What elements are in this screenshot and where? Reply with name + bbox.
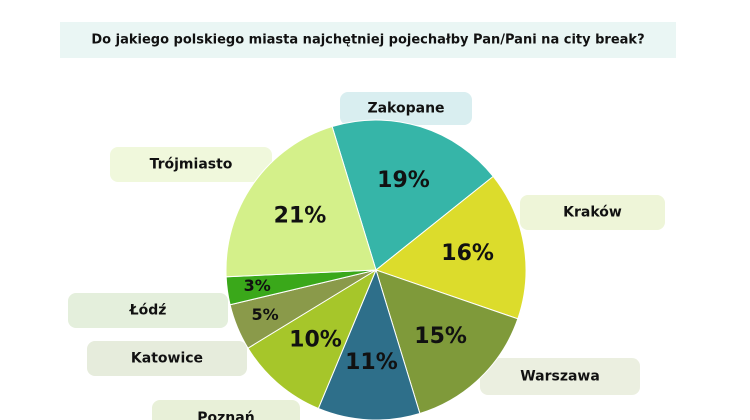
category-label: Poznań xyxy=(197,410,254,420)
pie-slice xyxy=(374,175,527,320)
category-label: Katowice xyxy=(131,351,203,367)
category-label: Kraków xyxy=(563,205,622,221)
label-box xyxy=(152,400,300,420)
label-box xyxy=(68,293,228,328)
category-label: Zakopane xyxy=(367,101,444,117)
label-box xyxy=(480,358,640,395)
chart-title: Do jakiego polskiego miasta najchętniej … xyxy=(91,33,644,48)
value-label: 5% xyxy=(251,305,278,324)
value-label: 10% xyxy=(289,328,342,353)
category-label: Warszawa xyxy=(520,369,600,385)
value-label: 3% xyxy=(244,276,271,295)
pie-slice xyxy=(375,269,519,415)
value-label: 21% xyxy=(274,203,327,228)
value-label: 19% xyxy=(377,168,430,193)
category-label: Łódź xyxy=(129,303,167,319)
pie-slice xyxy=(331,119,494,271)
label-box xyxy=(110,147,272,182)
value-label: 11% xyxy=(345,350,398,375)
category-label: Trójmiasto xyxy=(150,157,233,173)
value-label: 15% xyxy=(414,324,467,349)
label-box xyxy=(520,195,665,230)
label-box xyxy=(340,92,472,125)
label-box xyxy=(87,341,247,376)
pie-slice xyxy=(225,125,377,278)
value-label: 16% xyxy=(441,241,494,266)
pie-slice xyxy=(247,268,378,410)
title-background xyxy=(60,22,676,58)
